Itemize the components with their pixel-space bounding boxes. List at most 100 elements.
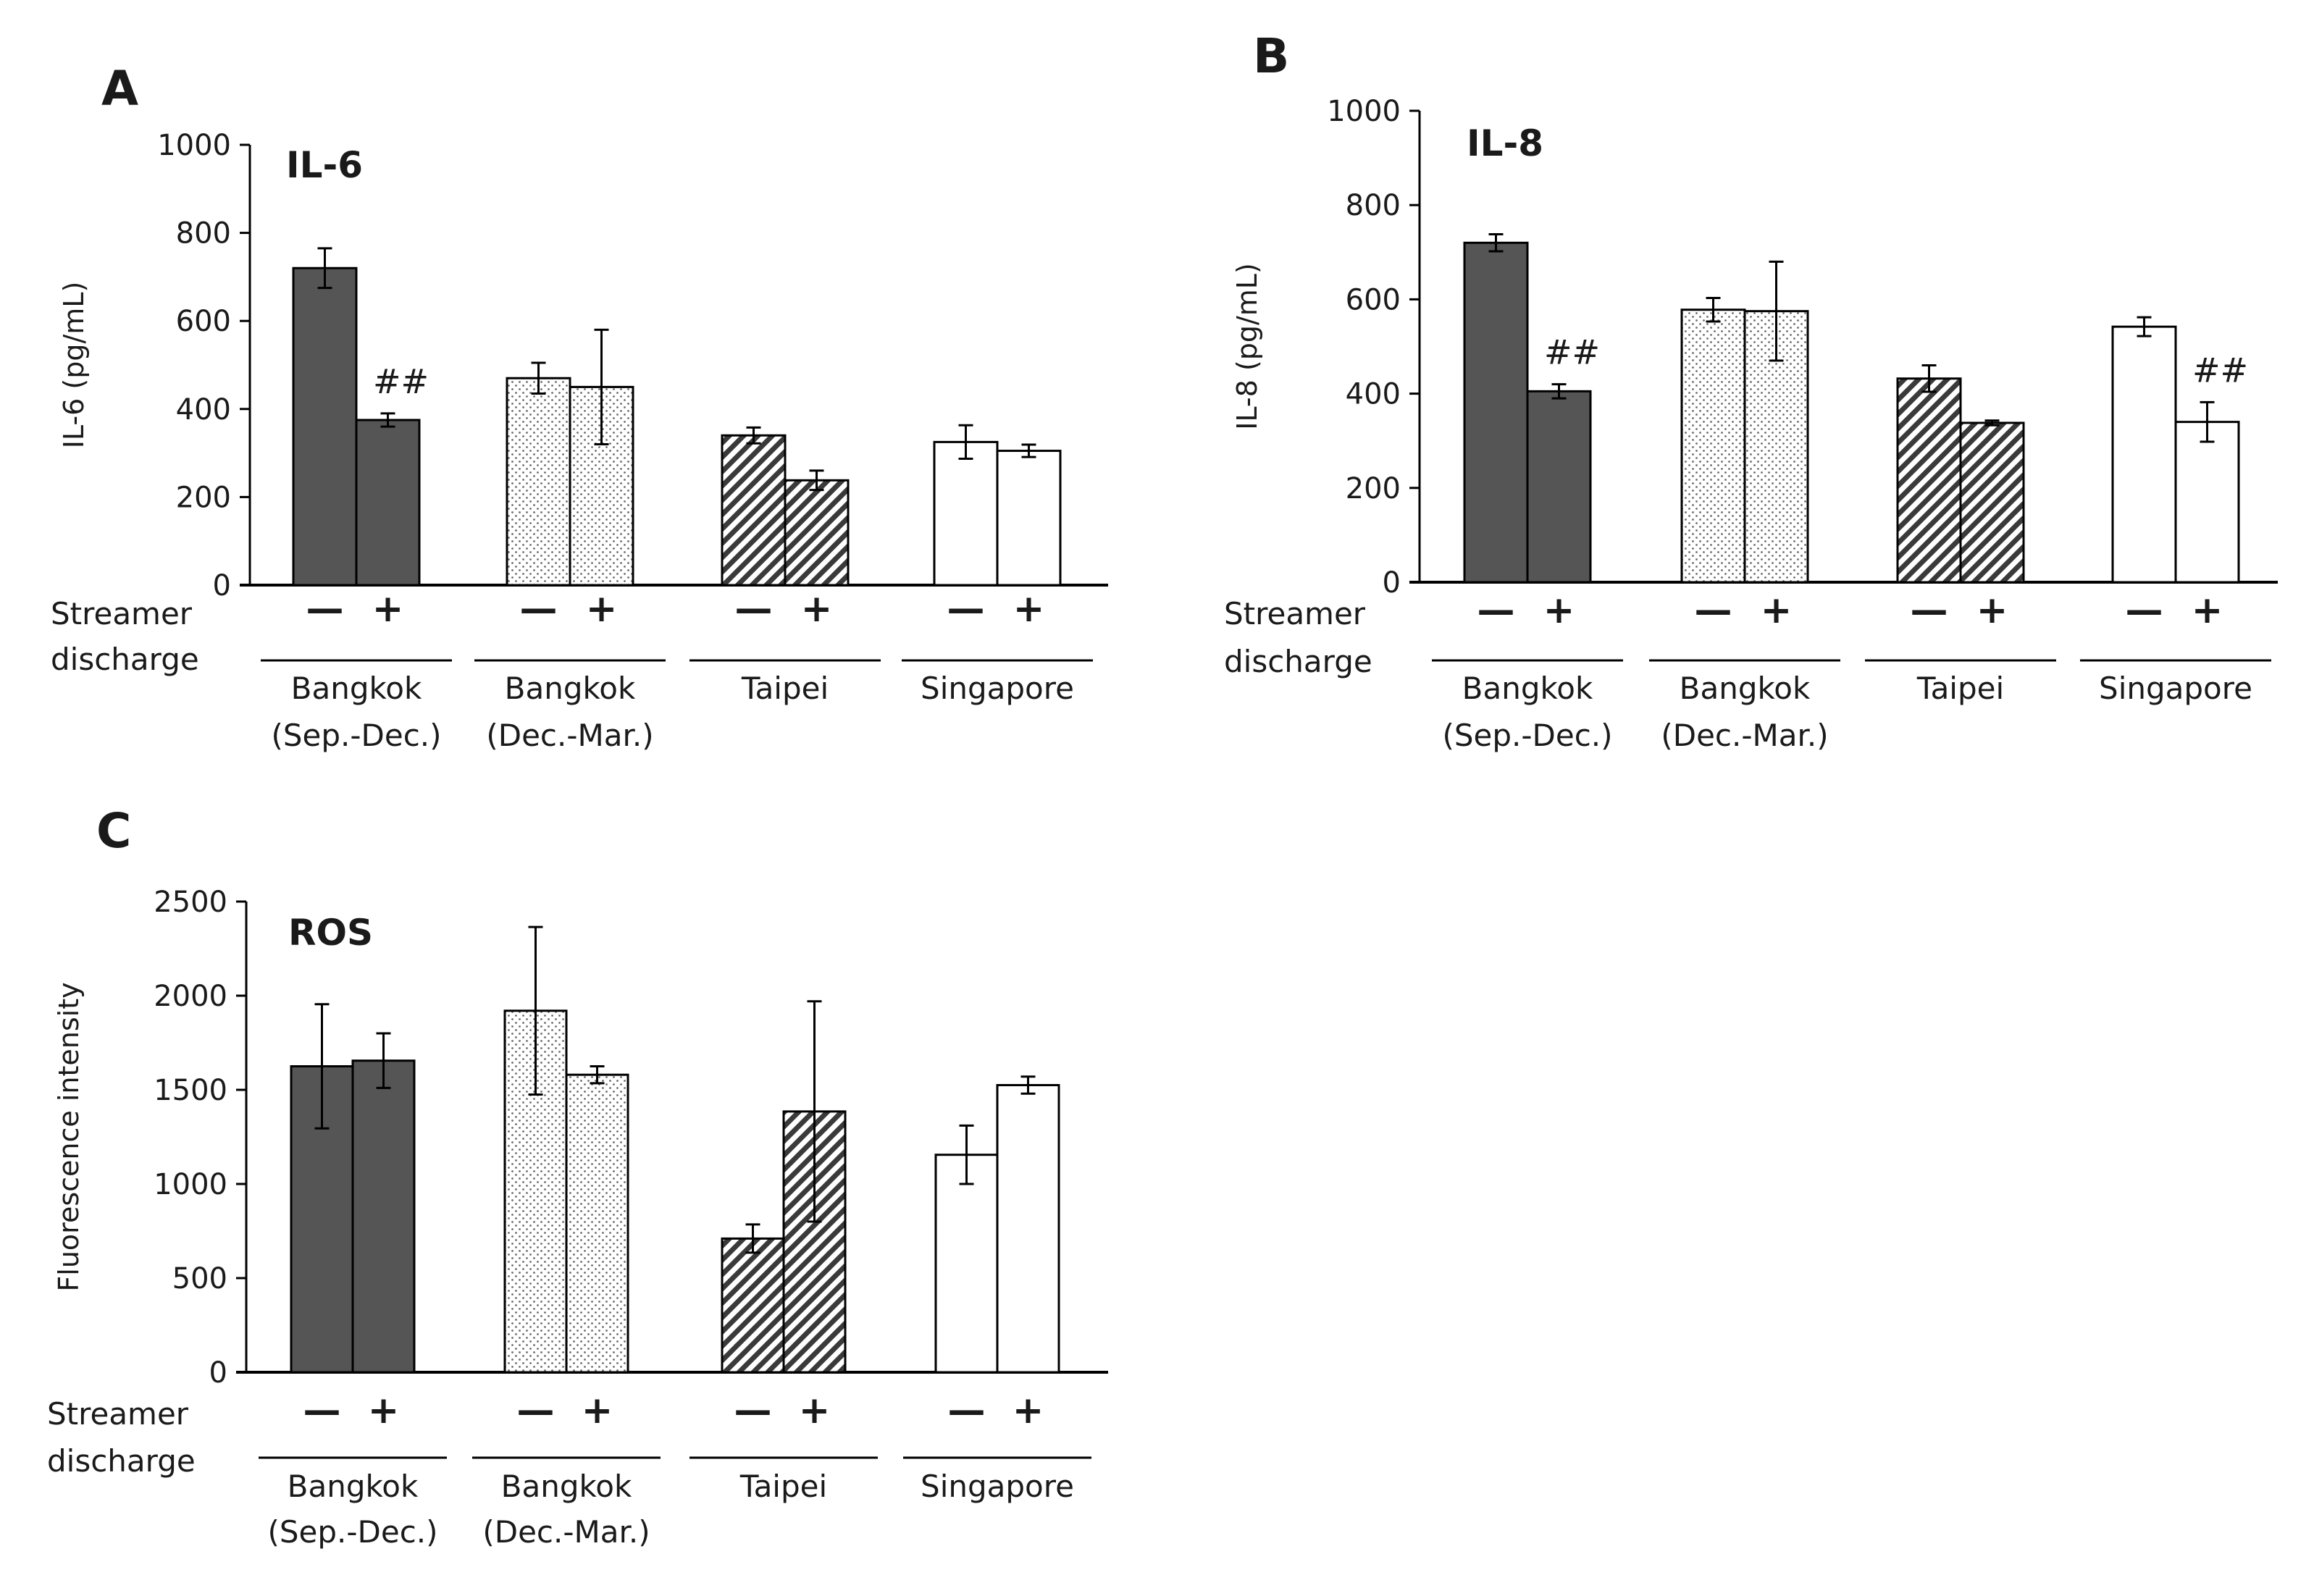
error-bar xyxy=(1020,1075,1036,1095)
group-label-line1: Bangkok xyxy=(288,1469,419,1504)
error-bar xyxy=(1551,383,1567,400)
y-tick-label: 400 xyxy=(176,393,231,427)
minus-sign-label: — xyxy=(303,1389,341,1432)
bar xyxy=(784,479,850,587)
bar xyxy=(721,1237,785,1374)
y-tick-label: 800 xyxy=(176,217,231,251)
y-tick-label: 600 xyxy=(176,305,231,338)
y-tick-label: 400 xyxy=(1346,378,1401,411)
group-label-line1: Bangkok xyxy=(505,671,636,706)
y-tick-label: 600 xyxy=(1346,283,1401,316)
error-bar xyxy=(590,1065,605,1085)
bar xyxy=(1680,308,1746,584)
minus-sign-label: — xyxy=(948,1389,986,1432)
group-label-line2: (Sep.-Dec.) xyxy=(267,1514,437,1550)
side-label-line1: Streamer xyxy=(1224,596,1366,631)
group-label-line2: (Sep.-Dec.) xyxy=(271,718,441,753)
panel-letter: A xyxy=(101,61,138,117)
bar-group: — ## + Singapore xyxy=(2080,316,2271,706)
error-bar xyxy=(317,247,332,290)
plus-sign-label: + xyxy=(1013,587,1045,631)
panel-b: B IL-8 IL-8 (pg/mL) 0 200 400 600 800 1000 Stream… xyxy=(1224,28,2278,753)
error-bar xyxy=(1488,233,1504,253)
error-bar xyxy=(528,925,543,1096)
bar-group: — + Bangkok (Dec.-Mar.) xyxy=(1649,260,1840,753)
bar xyxy=(565,1073,629,1374)
error-bar xyxy=(746,426,761,445)
y-axis-title: Fluorescence intensity xyxy=(53,982,85,1291)
y-tick-label: 200 xyxy=(176,481,231,514)
bar xyxy=(933,440,999,587)
bar-group: — + Bangkok (Sep.-Dec.) xyxy=(259,1003,447,1550)
error-bar xyxy=(2137,316,2152,337)
y-tick-label: 1000 xyxy=(1327,95,1401,128)
plus-sign-label: + xyxy=(801,587,833,631)
error-bar xyxy=(2200,400,2215,443)
error-bar xyxy=(531,361,546,395)
error-bar xyxy=(380,412,395,428)
y-tick-label: 0 xyxy=(1383,566,1401,600)
minus-sign-label: — xyxy=(2126,589,2163,632)
error-bar xyxy=(958,424,973,461)
group-label-line1: Taipei xyxy=(739,1469,827,1504)
y-tick-label: 2500 xyxy=(154,886,227,919)
bar-group: — + Taipei xyxy=(689,426,881,706)
minus-sign-label: — xyxy=(735,587,773,631)
bar xyxy=(2174,421,2240,584)
chart-title: IL-6 xyxy=(286,144,363,186)
bar-group: — + Taipei xyxy=(1865,364,2056,706)
group-label-line1: Bangkok xyxy=(1462,671,1593,706)
plus-sign-label: + xyxy=(368,1389,400,1432)
error-bar xyxy=(1021,443,1036,458)
bar xyxy=(351,1059,416,1374)
y-tick-label: 2000 xyxy=(154,980,227,1013)
y-tick-label: 1500 xyxy=(154,1074,227,1107)
bar-group: — ## + Bangkok (Sep.-Dec.) xyxy=(261,247,452,753)
bar xyxy=(292,266,358,587)
bar xyxy=(2111,325,2177,584)
bar-group: — + Singapore xyxy=(903,1075,1091,1504)
plus-sign-label: + xyxy=(372,587,404,631)
bar-group: — + Taipei xyxy=(689,1000,878,1504)
error-bar xyxy=(1769,260,1784,362)
bar xyxy=(1959,421,2025,584)
bar-group: — + Bangkok (Dec.-Mar.) xyxy=(472,925,661,1550)
error-bar xyxy=(1984,419,2000,427)
group-label-line1: Singapore xyxy=(921,671,1074,706)
plus-sign-label: + xyxy=(1976,589,2008,632)
group-label-line1: Singapore xyxy=(2099,671,2252,706)
plus-sign-label: + xyxy=(586,587,618,631)
y-axis-title: IL-8 (pg/mL) xyxy=(1231,263,1263,430)
panel-a: A IL-6 IL-6 (pg/mL) 0 200 400 600 800 1000 Stream… xyxy=(51,61,1108,753)
y-tick-label: 800 xyxy=(1346,189,1401,222)
y-axis-title: IL-6 (pg/mL) xyxy=(58,282,90,449)
plus-sign-label: + xyxy=(582,1389,613,1432)
minus-sign-label: — xyxy=(520,587,558,631)
side-label-line2: discharge xyxy=(47,1443,196,1479)
group-label-line1: Bangkok xyxy=(1680,671,1811,706)
error-bar xyxy=(1921,364,1937,393)
bar xyxy=(996,1084,1060,1374)
minus-sign-label: — xyxy=(517,1389,555,1432)
y-tick-label: 1000 xyxy=(154,1168,227,1201)
minus-sign-label: — xyxy=(1695,589,1732,632)
group-label-line2: (Sep.-Dec.) xyxy=(1442,718,1612,753)
bar xyxy=(1526,390,1592,584)
bar-group: — ## + Bangkok (Sep.-Dec.) xyxy=(1432,233,1623,753)
minus-sign-label: — xyxy=(947,587,985,631)
minus-sign-label: — xyxy=(734,1389,772,1432)
significance-annotation: ## xyxy=(2192,350,2248,390)
chart-title: ROS xyxy=(288,912,373,954)
significance-annotation: ## xyxy=(1544,333,1600,372)
bar xyxy=(506,377,571,587)
panel-letter: B xyxy=(1253,28,1289,84)
group-label-line1: Taipei xyxy=(1916,671,2004,706)
plus-sign-label: + xyxy=(2192,589,2223,632)
group-label-line2: (Dec.-Mar.) xyxy=(1661,718,1828,753)
panel-c: C ROS Fluorescence intensity 0 500 1000 1500 20… xyxy=(47,803,1108,1550)
bar-group: — + Singapore xyxy=(902,424,1093,706)
group-label-line2: (Dec.-Mar.) xyxy=(486,718,653,753)
side-label-line2: discharge xyxy=(1224,644,1372,679)
y-tick-label: 1000 xyxy=(157,129,231,162)
